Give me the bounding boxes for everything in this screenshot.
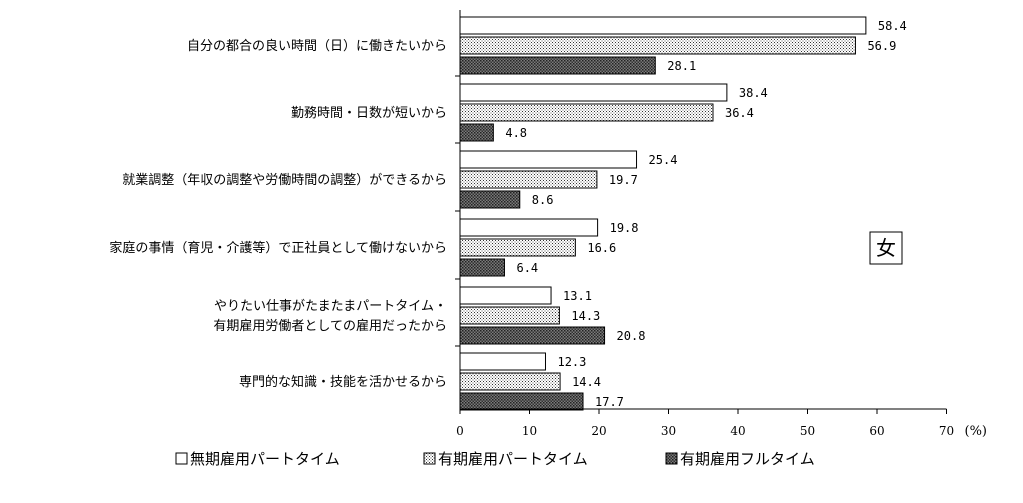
gender-badge: 女 (869, 231, 903, 265)
category-label: 勤務時間・日数が短いから (291, 106, 447, 121)
data-label: 19.7 (609, 173, 638, 187)
category-label: 有期雇用労働者としての雇用だったから (213, 318, 447, 334)
data-label: 6.4 (516, 261, 538, 275)
data-label: 20.8 (617, 329, 646, 343)
legend: 無期雇用パートタイム 有期雇用パートタイム 有期雇用フルタイム (175, 450, 815, 468)
bar (459, 170, 598, 189)
bar (459, 83, 728, 102)
bar (459, 103, 714, 122)
data-label: 8.6 (532, 193, 554, 207)
legend-swatch (175, 452, 188, 465)
x-tick-label: 0 (456, 424, 464, 438)
x-tick-label: 70 (939, 424, 954, 438)
bar (459, 258, 505, 277)
x-tick-label: 20 (591, 424, 606, 438)
category-label: 自分の都合の良い時間（日）に働きたいから (187, 38, 447, 54)
bar (459, 352, 546, 371)
bar (459, 16, 867, 35)
category-labels-layer: 自分の都合の良い時間（日）に働きたいから勤務時間・日数が短いから就業調整（年収の… (109, 38, 447, 390)
data-label: 28.1 (667, 59, 696, 73)
bar (459, 392, 584, 411)
x-tick-label: 60 (869, 424, 884, 438)
bar (459, 238, 576, 257)
bar (459, 326, 606, 345)
legend-label: 有期雇用フルタイム (680, 450, 815, 468)
bar (459, 36, 856, 55)
legend-swatch (423, 452, 436, 465)
x-unit-label: (%) (965, 424, 988, 439)
data-label: 16.6 (587, 241, 616, 255)
x-tick-label: 40 (730, 424, 745, 438)
data-label: 14.3 (571, 309, 600, 323)
data-label: 58.4 (878, 19, 907, 33)
category-label: 家庭の事情（育児・介護等）で正社員として働けないから (109, 240, 447, 256)
data-label: 25.4 (649, 153, 678, 167)
legend-swatch (665, 452, 678, 465)
x-tick-label: 30 (661, 424, 676, 438)
bar (459, 56, 656, 75)
value-labels-layer: 58.4 38.4 25.4 19.8 13.1 12.3 56.9 36.4 19.7 16.6… (505, 19, 906, 409)
data-label: 13.1 (563, 289, 592, 303)
bar (459, 190, 521, 209)
bars-layer (459, 16, 867, 411)
bar (459, 123, 494, 142)
legend-label: 有期雇用パートタイム (438, 450, 588, 468)
data-label: 19.8 (610, 221, 639, 235)
data-label: 17.7 (595, 395, 624, 409)
data-label: 36.4 (725, 106, 754, 120)
axis-layer: 0 10 20 30 40 50 60 70 (%) (455, 10, 987, 439)
legend-label: 無期雇用パートタイム (190, 450, 340, 468)
category-label: 就業調整（年収の調整や労働時間の調整）ができるから (122, 172, 447, 188)
bar (459, 150, 638, 169)
bar (459, 286, 552, 305)
bar (459, 218, 599, 237)
bar (459, 306, 560, 325)
data-label: 12.3 (557, 355, 586, 369)
data-label: 4.8 (505, 126, 527, 140)
gender-badge-text: 女 (876, 236, 896, 260)
bar (459, 372, 561, 391)
x-tick-label: 50 (800, 424, 815, 438)
category-label: やりたい仕事がたまたまパートタイム・ (214, 299, 447, 314)
category-label: 専門的な知識・技能を活かせるから (239, 374, 447, 390)
x-tick-label: 10 (522, 424, 537, 438)
data-label: 14.4 (572, 375, 601, 389)
data-label: 38.4 (739, 86, 768, 100)
data-label: 56.9 (867, 39, 896, 53)
